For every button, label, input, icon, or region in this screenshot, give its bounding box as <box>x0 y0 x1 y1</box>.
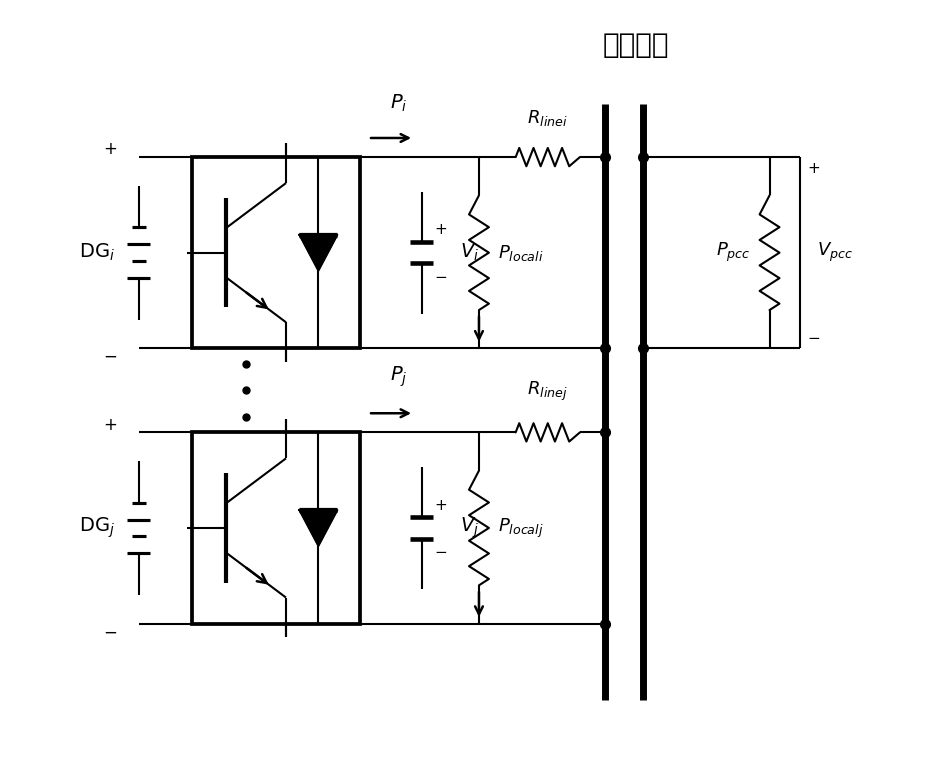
Text: $P_{pcc}$: $P_{pcc}$ <box>716 241 751 264</box>
Text: $R_{linei}$: $R_{linei}$ <box>527 108 568 128</box>
Text: $V_j$: $V_j$ <box>460 516 479 540</box>
Text: $-$: $-$ <box>807 329 821 344</box>
Text: $P_{localj}$: $P_{localj}$ <box>498 516 544 540</box>
Text: $V_{pcc}$: $V_{pcc}$ <box>817 241 853 264</box>
Text: $-$: $-$ <box>434 543 447 558</box>
Text: 直流母线: 直流母线 <box>602 31 669 59</box>
Text: $\mathrm{DG}_i$: $\mathrm{DG}_i$ <box>79 242 115 264</box>
Polygon shape <box>299 235 338 271</box>
Text: $+$: $+$ <box>807 161 820 176</box>
Text: $R_{linej}$: $R_{linej}$ <box>527 380 568 404</box>
Text: $P_i$: $P_i$ <box>390 92 408 114</box>
Bar <box>193 157 361 349</box>
Text: $+$: $+$ <box>103 416 117 434</box>
Bar <box>193 432 361 624</box>
Text: $-$: $-$ <box>434 268 447 283</box>
Text: $\mathrm{DG}_j$: $\mathrm{DG}_j$ <box>79 516 115 540</box>
Text: $-$: $-$ <box>103 347 117 365</box>
Text: $V_i$: $V_i$ <box>460 242 479 264</box>
Text: $P_j$: $P_j$ <box>390 364 408 389</box>
Text: $+$: $+$ <box>434 223 447 237</box>
Text: $P_{locali}$: $P_{locali}$ <box>498 243 544 263</box>
Polygon shape <box>299 510 338 546</box>
Text: $+$: $+$ <box>103 141 117 158</box>
Text: $+$: $+$ <box>434 498 447 512</box>
Text: $-$: $-$ <box>103 622 117 640</box>
